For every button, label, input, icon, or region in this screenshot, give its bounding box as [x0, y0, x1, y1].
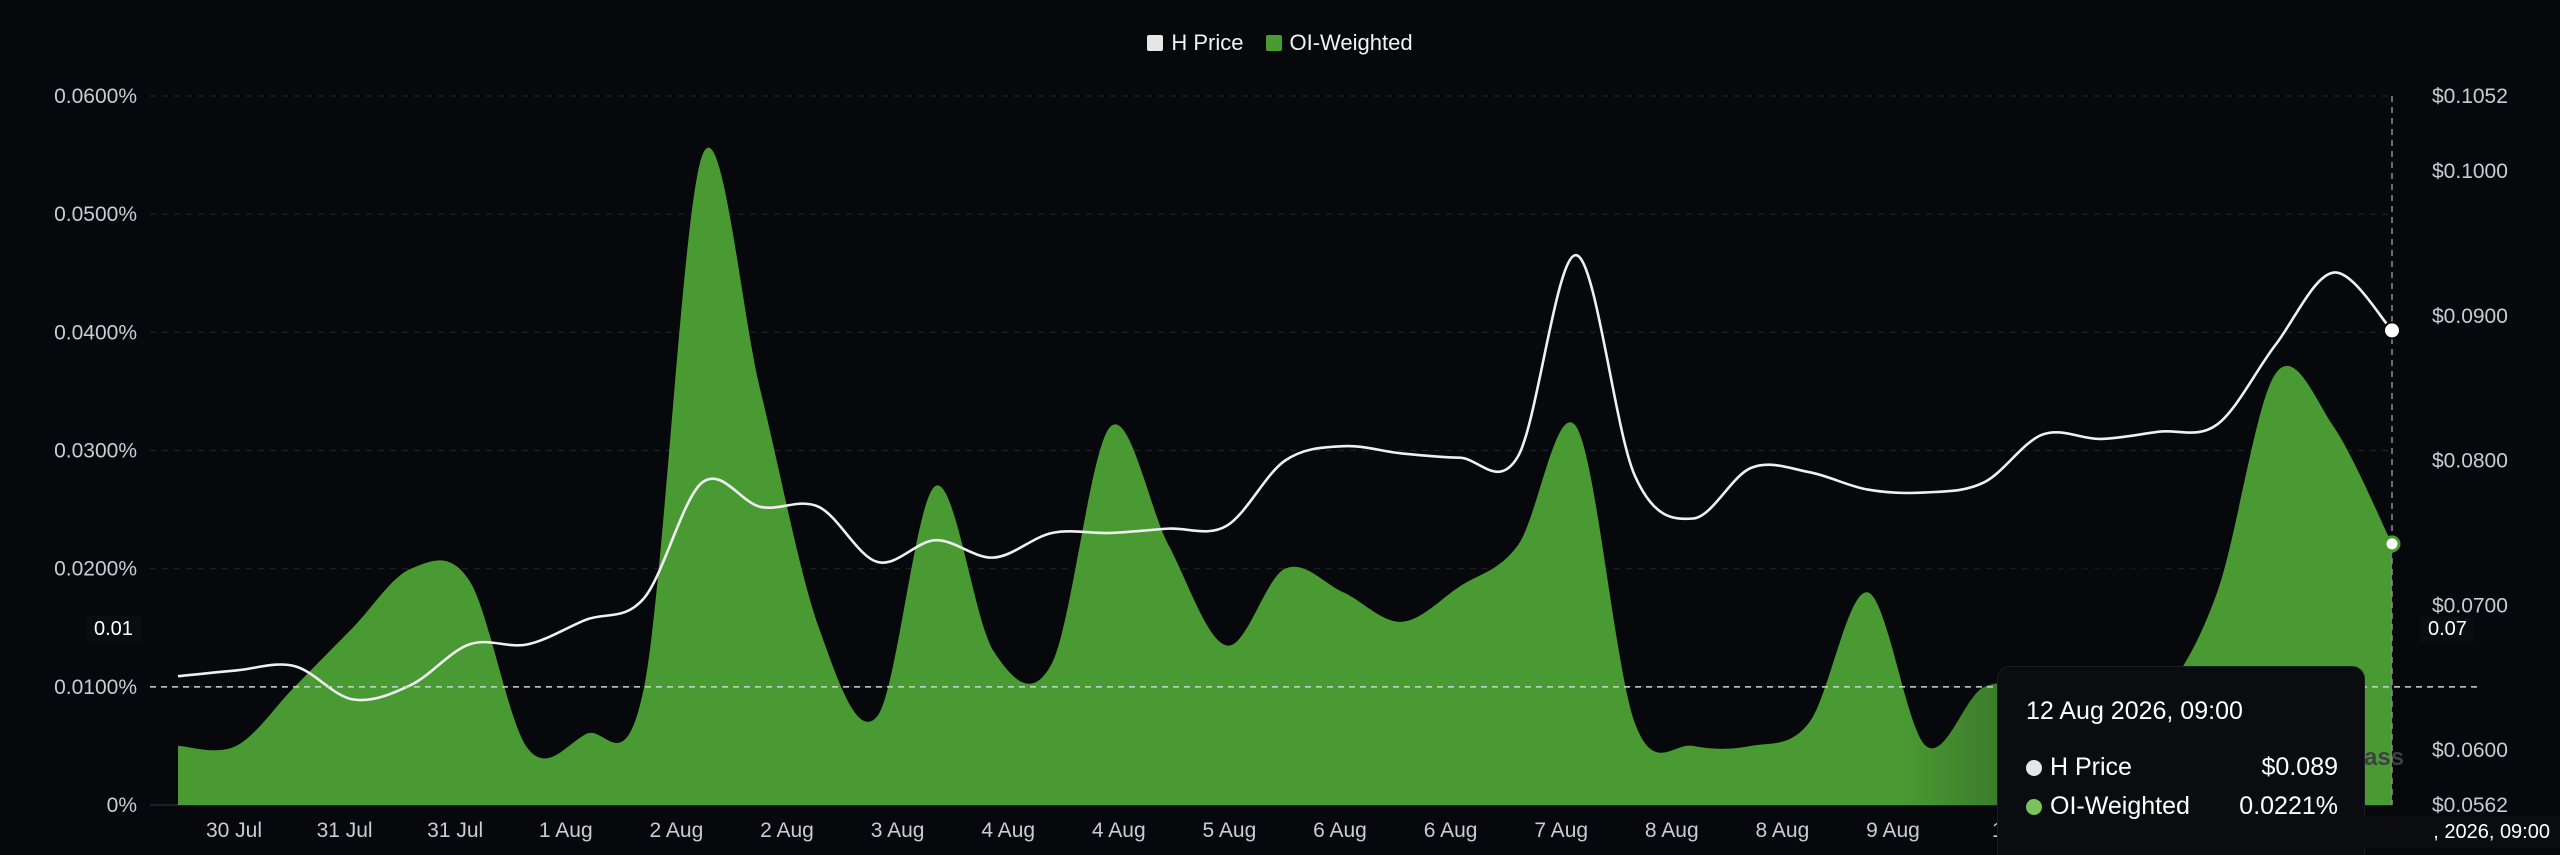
tooltip-title: 12 Aug 2026, 09:00 — [2026, 697, 2243, 725]
left-axis-tick-label: 0.0500% — [54, 203, 137, 226]
right-axis-tick-label: $0.0900 — [2432, 305, 2508, 328]
tooltip: 12 Aug 2026, 09:00 H Price $0.089 OI-Wei… — [1998, 667, 2364, 855]
axes: 0% 0.0100% 0.0200% 0.0300% 0.0400% 0.0500% 0.0… — [54, 85, 2508, 842]
x-axis-tick-label: 3 Aug — [871, 819, 925, 842]
h-price-line — [177, 253, 2392, 702]
x-axis-tick-label: 31 Jul — [317, 819, 373, 842]
x-axis-tick-label: 30 Jul — [206, 819, 262, 842]
left-axis-tick-label: 0.0300% — [54, 440, 137, 463]
legend-item-oi-weighted[interactable]: OI-Weighted — [1265, 30, 1413, 56]
watermark: ass — [2364, 744, 2405, 771]
left-axis-tick-label: 0.0400% — [54, 321, 137, 344]
legend-item-h-price[interactable]: H Price — [1147, 30, 1244, 56]
right-axis-tick-label: $0.0562 — [2432, 794, 2508, 817]
tooltip-value-h-price: $0.089 — [2261, 753, 2338, 781]
tooltip-label-oi-weighted: OI-Weighted — [2050, 792, 2190, 820]
oi-weighted-hover-marker — [2383, 535, 2401, 553]
legend-label-oi-weighted: OI-Weighted — [1289, 30, 1413, 55]
x-axis-tick-label: 2 Aug — [760, 819, 814, 842]
x-axis-tick-label: 2 Aug — [650, 819, 704, 842]
hover-markers — [2383, 321, 2401, 553]
left-axis-tick-label: 0.0200% — [54, 558, 137, 581]
x-axis-tick-label: 4 Aug — [1092, 819, 1146, 842]
right-axis-tick-label: $0.1000 — [2432, 160, 2508, 183]
tooltip-row-oi-weighted: OI-Weighted 0.0221% — [2026, 792, 2338, 821]
x-axis-tick-label: 7 Aug — [1534, 819, 1588, 842]
right-axis-tick-label: $0.1052 — [2432, 85, 2508, 108]
x-axis-tick-label: 6 Aug — [1424, 819, 1478, 842]
crosshair-right-label: 0.07 — [2420, 616, 2475, 643]
legend-label-h-price: H Price — [1171, 30, 1244, 55]
crosshair-x-label: , 2026, 09:00 — [2360, 816, 2560, 848]
x-axis-tick-label: 1 Aug — [539, 819, 593, 842]
legend-swatch-h-price — [1147, 35, 1164, 51]
tooltip-dot-oi-weighted — [2026, 798, 2042, 815]
oi-weighted-area — [178, 147, 2392, 806]
crosshair-left-label: 0.01 — [86, 616, 141, 643]
x-axis-tick-label: 8 Aug — [1645, 819, 1699, 842]
x-axis-tick-label: 31 Jul — [427, 819, 483, 842]
tooltip-row-h-price: H Price $0.089 — [2026, 753, 2338, 782]
left-axis-tick-label: 0% — [107, 794, 137, 817]
h-price-hover-marker — [2383, 321, 2401, 340]
h-price-line-layer — [177, 253, 2392, 702]
x-axis-tick-label: 6 Aug — [1313, 819, 1367, 842]
right-axis-tick-label: $0.0700 — [2432, 594, 2508, 617]
legend: H Price OI-Weighted — [0, 30, 2560, 56]
tooltip-value-oi-weighted: 0.0221% — [2239, 792, 2338, 820]
x-axis-tick-label: 9 Aug — [1866, 819, 1920, 842]
left-axis-tick-label: 0.0600% — [54, 85, 137, 108]
tooltip-dot-h-price — [2026, 759, 2042, 776]
left-axis-tick-label: 0.0100% — [54, 676, 137, 699]
tooltip-label-h-price: H Price — [2050, 753, 2132, 781]
x-axis-tick-label: 5 Aug — [1203, 819, 1257, 842]
x-axis-tick-label: 8 Aug — [1756, 819, 1810, 842]
right-axis-tick-label: $0.0600 — [2432, 739, 2508, 762]
x-axis-tick-label: 4 Aug — [981, 819, 1035, 842]
right-axis-tick-label: $0.0800 — [2432, 450, 2508, 473]
legend-swatch-oi-weighted — [1265, 35, 1282, 51]
